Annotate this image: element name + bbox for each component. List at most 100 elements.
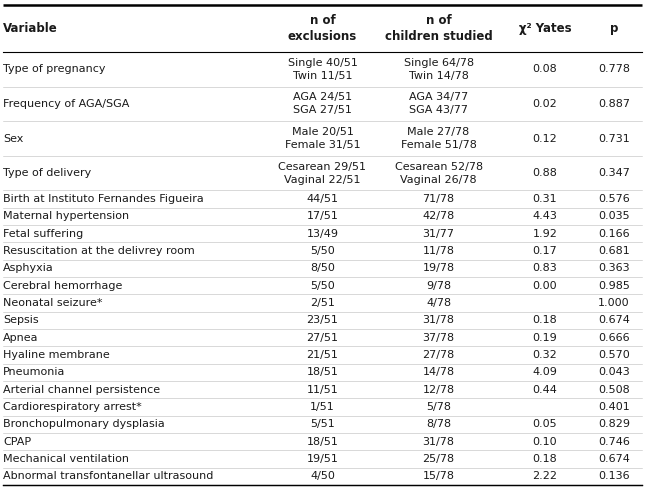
Text: 0.32: 0.32 bbox=[533, 350, 557, 360]
Text: 42/78: 42/78 bbox=[422, 211, 455, 221]
Text: 2.22: 2.22 bbox=[533, 471, 557, 481]
Text: CPAP: CPAP bbox=[3, 437, 32, 447]
Text: 0.19: 0.19 bbox=[533, 333, 557, 343]
Text: Sex: Sex bbox=[3, 134, 24, 143]
Text: n of
exclusions: n of exclusions bbox=[288, 14, 357, 43]
Text: Single 40/51
Twin 11/51: Single 40/51 Twin 11/51 bbox=[288, 58, 357, 81]
Text: 19/78: 19/78 bbox=[422, 263, 455, 274]
Text: 4.09: 4.09 bbox=[533, 367, 557, 377]
Text: 0.674: 0.674 bbox=[598, 316, 630, 325]
Text: 44/51: 44/51 bbox=[306, 194, 339, 204]
Text: Neonatal seizure*: Neonatal seizure* bbox=[3, 298, 103, 308]
Text: Single 64/78
Twin 14/78: Single 64/78 Twin 14/78 bbox=[404, 58, 473, 81]
Text: 0.17: 0.17 bbox=[533, 246, 557, 256]
Text: 21/51: 21/51 bbox=[306, 350, 339, 360]
Text: 0.12: 0.12 bbox=[533, 134, 557, 143]
Text: Type of pregnancy: Type of pregnancy bbox=[3, 64, 106, 74]
Text: 11/51: 11/51 bbox=[306, 385, 339, 394]
Text: 0.05: 0.05 bbox=[533, 419, 557, 429]
Text: Bronchopulmonary dysplasia: Bronchopulmonary dysplasia bbox=[3, 419, 165, 429]
Text: Resuscitation at the delivrey room: Resuscitation at the delivrey room bbox=[3, 246, 195, 256]
Text: 0.44: 0.44 bbox=[533, 385, 557, 394]
Text: 27/51: 27/51 bbox=[306, 333, 339, 343]
Text: 0.347: 0.347 bbox=[598, 168, 630, 178]
Text: 0.88: 0.88 bbox=[533, 168, 557, 178]
Text: n of
children studied: n of children studied bbox=[384, 14, 493, 43]
Text: 18/51: 18/51 bbox=[306, 367, 339, 377]
Text: Type of delivery: Type of delivery bbox=[3, 168, 92, 178]
Text: 2/51: 2/51 bbox=[310, 298, 335, 308]
Text: 0.31: 0.31 bbox=[533, 194, 557, 204]
Text: 17/51: 17/51 bbox=[306, 211, 339, 221]
Text: 0.035: 0.035 bbox=[598, 211, 630, 221]
Text: Cesarean 29/51
Vaginal 22/51: Cesarean 29/51 Vaginal 22/51 bbox=[279, 162, 366, 184]
Text: Mechanical ventilation: Mechanical ventilation bbox=[3, 454, 129, 464]
Text: 0.829: 0.829 bbox=[598, 419, 630, 429]
Text: 0.570: 0.570 bbox=[598, 350, 630, 360]
Text: 0.746: 0.746 bbox=[598, 437, 630, 447]
Text: 1.92: 1.92 bbox=[533, 229, 557, 239]
Text: 31/77: 31/77 bbox=[422, 229, 455, 239]
Text: Asphyxia: Asphyxia bbox=[3, 263, 54, 274]
Text: 0.18: 0.18 bbox=[533, 316, 557, 325]
Text: 5/50: 5/50 bbox=[310, 281, 335, 291]
Text: Birth at Instituto Fernandes Figueira: Birth at Instituto Fernandes Figueira bbox=[3, 194, 204, 204]
Text: 0.18: 0.18 bbox=[533, 454, 557, 464]
Text: Abnormal transfontanellar ultrasound: Abnormal transfontanellar ultrasound bbox=[3, 471, 213, 481]
Text: Cardiorespiratory arrest*: Cardiorespiratory arrest* bbox=[3, 402, 142, 412]
Text: 0.576: 0.576 bbox=[598, 194, 630, 204]
Text: 25/78: 25/78 bbox=[422, 454, 455, 464]
Text: 8/78: 8/78 bbox=[426, 419, 451, 429]
Text: 0.508: 0.508 bbox=[598, 385, 630, 394]
Text: 11/78: 11/78 bbox=[422, 246, 455, 256]
Text: 1/51: 1/51 bbox=[310, 402, 335, 412]
Text: 0.681: 0.681 bbox=[598, 246, 630, 256]
Text: Arterial channel persistence: Arterial channel persistence bbox=[3, 385, 161, 394]
Text: 31/78: 31/78 bbox=[422, 316, 455, 325]
Text: Apnea: Apnea bbox=[3, 333, 39, 343]
Text: 0.401: 0.401 bbox=[598, 402, 630, 412]
Text: Variable: Variable bbox=[3, 22, 58, 35]
Text: Male 20/51
Female 31/51: Male 20/51 Female 31/51 bbox=[284, 127, 361, 150]
Text: Sepsis: Sepsis bbox=[3, 316, 39, 325]
Text: 0.778: 0.778 bbox=[598, 64, 630, 74]
Text: 4.43: 4.43 bbox=[533, 211, 557, 221]
Text: 15/78: 15/78 bbox=[422, 471, 455, 481]
Text: 0.10: 0.10 bbox=[533, 437, 557, 447]
Text: Cerebral hemorrhage: Cerebral hemorrhage bbox=[3, 281, 123, 291]
Text: 0.00: 0.00 bbox=[533, 281, 557, 291]
Text: 71/78: 71/78 bbox=[422, 194, 455, 204]
Text: AGA 34/77
SGA 43/77: AGA 34/77 SGA 43/77 bbox=[409, 93, 468, 115]
Text: 18/51: 18/51 bbox=[306, 437, 339, 447]
Text: AGA 24/51
SGA 27/51: AGA 24/51 SGA 27/51 bbox=[293, 93, 352, 115]
Text: Male 27/78
Female 51/78: Male 27/78 Female 51/78 bbox=[401, 127, 477, 150]
Text: 19/51: 19/51 bbox=[306, 454, 339, 464]
Text: 37/78: 37/78 bbox=[422, 333, 455, 343]
Text: 0.674: 0.674 bbox=[598, 454, 630, 464]
Text: 0.731: 0.731 bbox=[598, 134, 630, 143]
Text: Pneumonia: Pneumonia bbox=[3, 367, 66, 377]
Text: Fetal suffering: Fetal suffering bbox=[3, 229, 83, 239]
Text: Maternal hypertension: Maternal hypertension bbox=[3, 211, 130, 221]
Text: 0.043: 0.043 bbox=[598, 367, 630, 377]
Text: 12/78: 12/78 bbox=[422, 385, 455, 394]
Text: 5/78: 5/78 bbox=[426, 402, 451, 412]
Text: 0.985: 0.985 bbox=[598, 281, 630, 291]
Text: 5/51: 5/51 bbox=[310, 419, 335, 429]
Text: 0.887: 0.887 bbox=[598, 99, 630, 109]
Text: 0.666: 0.666 bbox=[598, 333, 630, 343]
Text: Cesarean 52/78
Vaginal 26/78: Cesarean 52/78 Vaginal 26/78 bbox=[395, 162, 482, 184]
Text: 1.000: 1.000 bbox=[598, 298, 630, 308]
Text: Hyaline membrane: Hyaline membrane bbox=[3, 350, 110, 360]
Text: 14/78: 14/78 bbox=[422, 367, 455, 377]
Text: 13/49: 13/49 bbox=[306, 229, 339, 239]
Text: 0.363: 0.363 bbox=[598, 263, 630, 274]
Text: 27/78: 27/78 bbox=[422, 350, 455, 360]
Text: 0.08: 0.08 bbox=[533, 64, 557, 74]
Text: 5/50: 5/50 bbox=[310, 246, 335, 256]
Text: Frequency of AGA/SGA: Frequency of AGA/SGA bbox=[3, 99, 130, 109]
Text: 8/50: 8/50 bbox=[310, 263, 335, 274]
Text: p: p bbox=[610, 22, 618, 35]
Text: 0.02: 0.02 bbox=[533, 99, 557, 109]
Text: χ² Yates: χ² Yates bbox=[519, 22, 571, 35]
